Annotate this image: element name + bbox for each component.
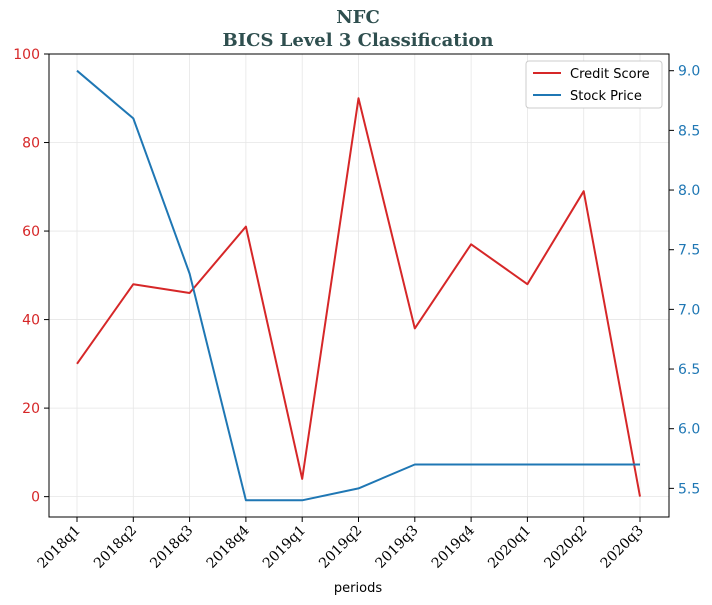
x-tick-label: 2018q4 (204, 522, 253, 571)
x-tick-label: 2020q2 (541, 523, 590, 572)
right-tick-label: 9.0 (678, 64, 700, 80)
x-tick-label: 2019q2 (316, 523, 365, 572)
right-tick-label: 7.5 (678, 243, 700, 259)
left-tick-label: 0 (31, 490, 40, 506)
x-tick-label: 2018q1 (35, 523, 84, 572)
series-line-stock-price (76, 69, 640, 502)
legend: Credit Score Stock Price (525, 60, 663, 109)
x-tick-label: 2018q2 (91, 523, 140, 572)
right-tick-label: 5.5 (678, 481, 700, 497)
x-tick-label: 2018q3 (147, 523, 196, 572)
chart-subtitle: BICS Level 3 Classification (222, 30, 493, 51)
right-tick-label: 8.5 (678, 123, 700, 139)
left-tick-label: 20 (22, 401, 40, 417)
legend-label-stock-price: Stock Price (570, 89, 642, 104)
right-tick-label: 8.0 (678, 183, 700, 199)
x-tick-label: 2020q1 (485, 523, 534, 572)
left-tick-label: 100 (13, 47, 40, 63)
x-axis: 2018q1 2018q2 2018q3 2018q4 2019q1 2019q2 2019… (35, 517, 647, 572)
x-tick-label: 2019q1 (260, 523, 309, 572)
legend-label-credit-score: Credit Score (570, 67, 650, 82)
x-tick-label: 2019q3 (372, 523, 421, 572)
series-lines (76, 69, 641, 502)
right-tick-label: 6.0 (678, 422, 700, 438)
x-tick-label: 2020q3 (598, 523, 647, 572)
left-axis: 0 20 40 60 80 100 (13, 47, 49, 506)
right-axis: 5.5 6.0 6.5 7.0 7.5 8.0 8.5 9.0 (669, 64, 700, 497)
x-axis-label: periods (334, 581, 382, 596)
chart-title: NFC (336, 7, 380, 28)
left-tick-label: 60 (22, 224, 40, 240)
right-tick-label: 6.5 (678, 362, 700, 378)
series-line-credit-score (76, 97, 641, 497)
right-tick-label: 7.0 (678, 302, 700, 318)
left-tick-label: 80 (22, 136, 40, 152)
left-tick-label: 40 (22, 313, 40, 329)
x-tick-label: 2019q4 (429, 522, 478, 571)
